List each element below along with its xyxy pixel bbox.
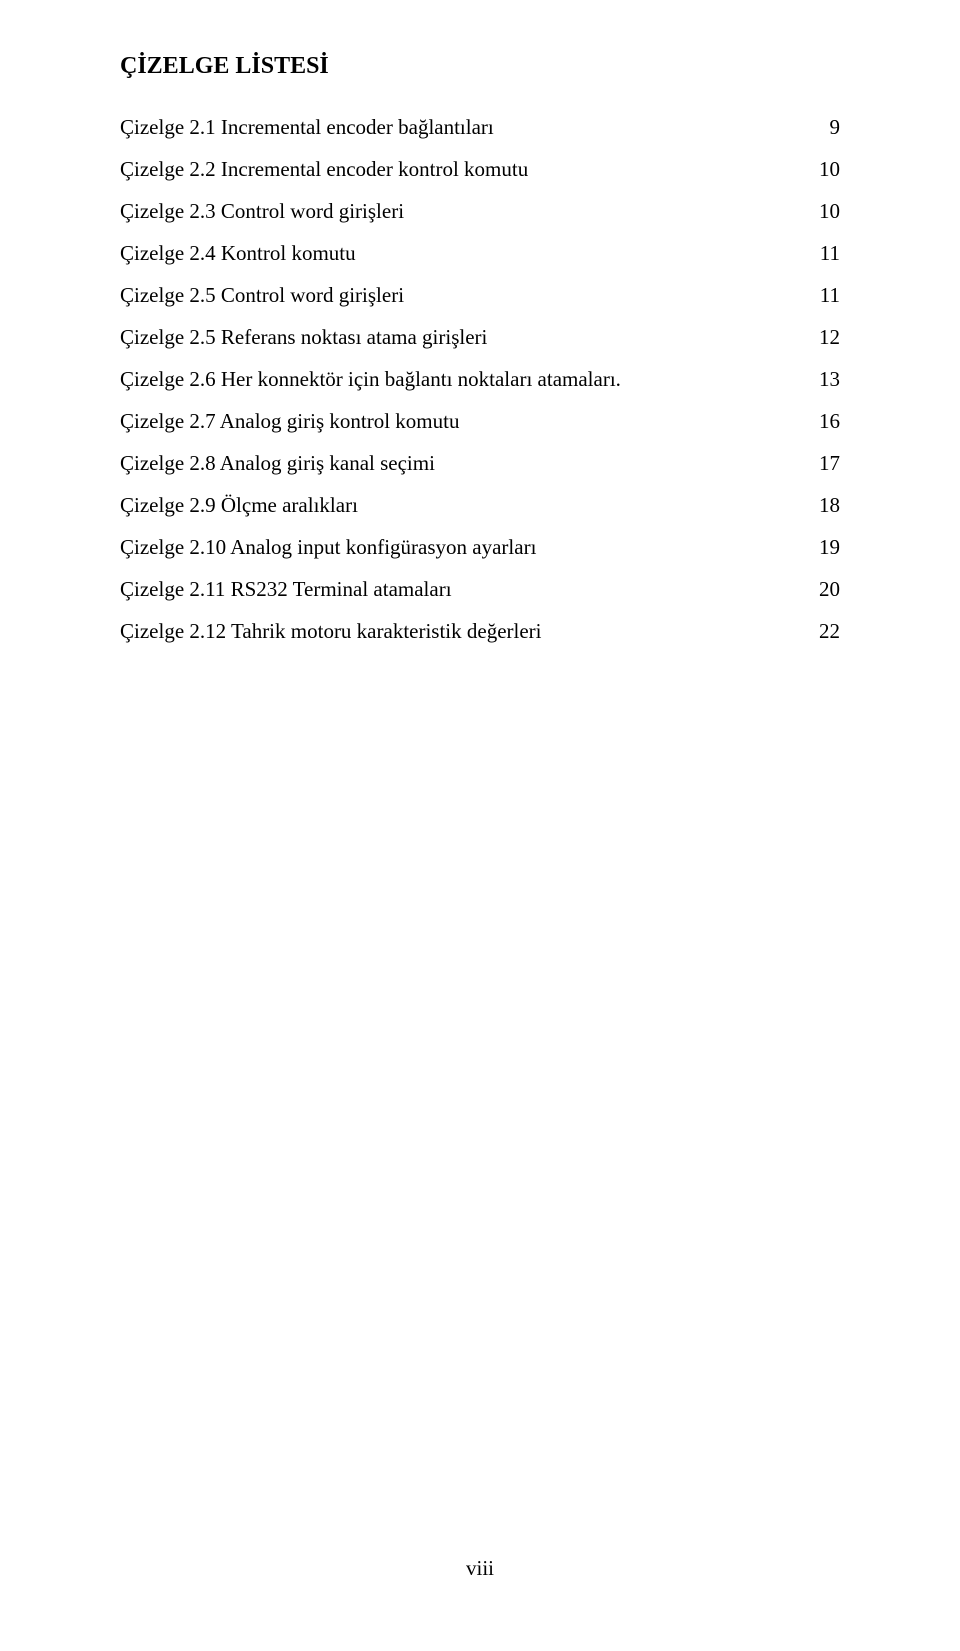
toc-page-number: 13 <box>819 358 840 400</box>
toc-label: Çizelge 2.1 Incremental encoder bağlantı… <box>120 106 494 148</box>
toc-label: Çizelge 2.2 Incremental encoder kontrol … <box>120 148 528 190</box>
toc-row: Çizelge 2.3 Control word girişleri 10 <box>120 190 840 232</box>
page-title: ÇİZELGE LİSTESİ <box>120 48 840 84</box>
toc-label: Çizelge 2.10 Analog input konfigürasyon … <box>120 526 536 568</box>
toc-row: Çizelge 2.1 Incremental encoder bağlantı… <box>120 106 840 148</box>
toc-page-number: 12 <box>819 316 840 358</box>
toc-label: Çizelge 2.4 Kontrol komutu <box>120 232 356 274</box>
toc-page-number: 22 <box>819 610 840 652</box>
toc-label: Çizelge 2.5 Referans noktası atama giriş… <box>120 316 487 358</box>
toc-label: Çizelge 2.12 Tahrik motoru karakteristik… <box>120 610 542 652</box>
toc-page-number: 20 <box>819 568 840 610</box>
toc-row: Çizelge 2.6 Her konnektör için bağlantı … <box>120 358 840 400</box>
toc-page-number: 9 <box>830 106 841 148</box>
toc-row: Çizelge 2.10 Analog input konfigürasyon … <box>120 526 840 568</box>
toc-page-number: 11 <box>820 274 840 316</box>
toc-label: Çizelge 2.9 Ölçme aralıkları <box>120 484 358 526</box>
toc-row: Çizelge 2.2 Incremental encoder kontrol … <box>120 148 840 190</box>
toc-row: Çizelge 2.7 Analog giriş kontrol komutu 1… <box>120 400 840 442</box>
toc-page-number: 16 <box>819 400 840 442</box>
toc-page-number: 17 <box>819 442 840 484</box>
page-number: viii <box>0 1556 960 1581</box>
toc-page-number: 19 <box>819 526 840 568</box>
toc-row: Çizelge 2.5 Referans noktası atama giriş… <box>120 316 840 358</box>
toc-label: Çizelge 2.8 Analog giriş kanal seçimi <box>120 442 435 484</box>
toc-list: Çizelge 2.1 Incremental encoder bağlantı… <box>120 106 840 652</box>
toc-label: Çizelge 2.3 Control word girişleri <box>120 190 404 232</box>
toc-page-number: 11 <box>820 232 840 274</box>
toc-label: Çizelge 2.6 Her konnektör için bağlantı … <box>120 358 621 400</box>
toc-row: Çizelge 2.9 Ölçme aralıkları 18 <box>120 484 840 526</box>
toc-row: Çizelge 2.5 Control word girişleri 11 <box>120 274 840 316</box>
toc-page-number: 10 <box>819 148 840 190</box>
toc-label: Çizelge 2.5 Control word girişleri <box>120 274 404 316</box>
toc-label: Çizelge 2.7 Analog giriş kontrol komutu <box>120 400 459 442</box>
toc-row: Çizelge 2.8 Analog giriş kanal seçimi 17 <box>120 442 840 484</box>
toc-page-number: 10 <box>819 190 840 232</box>
toc-label: Çizelge 2.11 RS232 Terminal atamaları <box>120 568 452 610</box>
toc-page-number: 18 <box>819 484 840 526</box>
toc-row: Çizelge 2.4 Kontrol komutu 11 <box>120 232 840 274</box>
page-container: ÇİZELGE LİSTESİ Çizelge 2.1 Incremental … <box>0 0 960 1651</box>
toc-row: Çizelge 2.12 Tahrik motoru karakteristik… <box>120 610 840 652</box>
toc-row: Çizelge 2.11 RS232 Terminal atamaları 20 <box>120 568 840 610</box>
